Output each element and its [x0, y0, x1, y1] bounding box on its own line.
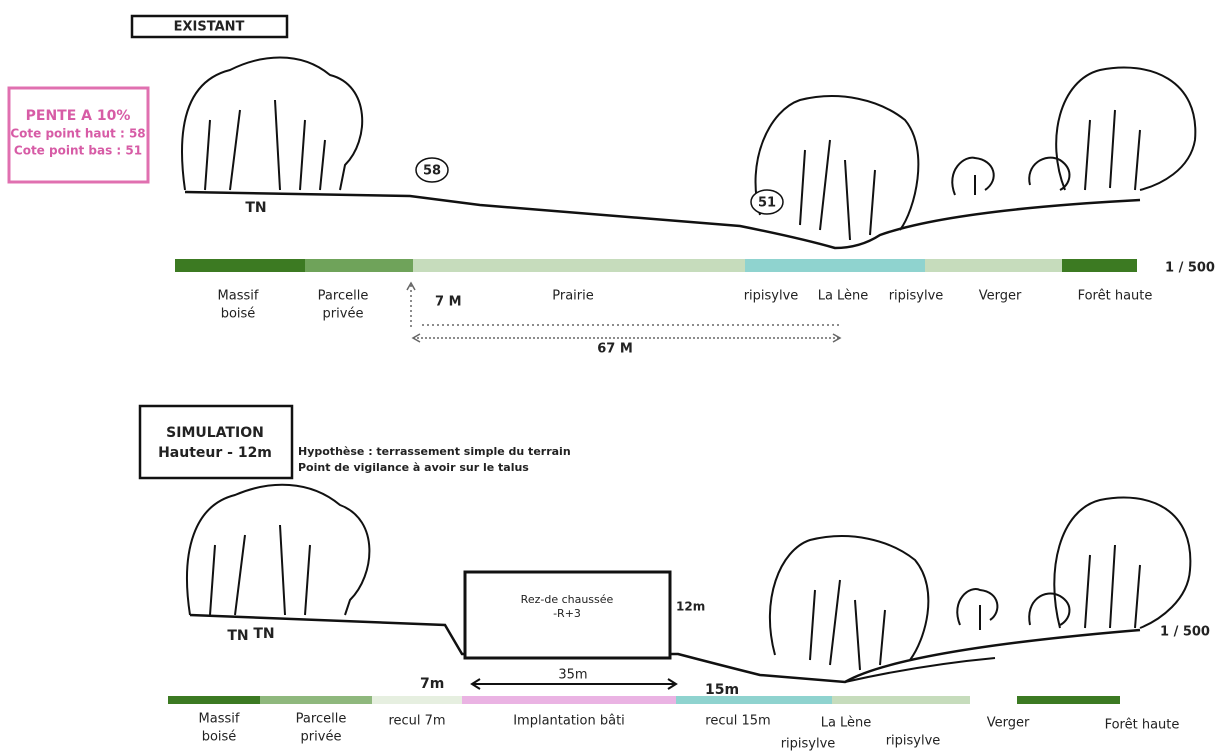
landuse-band [168, 696, 1120, 704]
slope-title: PENTE A 10% [26, 108, 131, 124]
band-label: Prairie [552, 289, 594, 304]
terrain-line [189, 613, 1141, 684]
landuse-band [175, 259, 1137, 272]
band-label: recul 15m [705, 714, 770, 729]
dimensions [470, 678, 678, 690]
band-label: Massif [218, 289, 259, 304]
slope-low: Cote point bas : 51 [14, 144, 142, 158]
band-labels: Massif boisé Parcelle privée recul 7m Implant… [199, 712, 1180, 751]
slope-box [7, 86, 150, 184]
tn-label: TN [227, 628, 248, 644]
band-label: Verger [979, 289, 1022, 304]
band-label: La Lène [818, 289, 869, 304]
section-title: SIMULATION [166, 425, 264, 441]
marker-circle [415, 157, 449, 183]
band-label: boisé [202, 730, 237, 745]
band-label: Massif [199, 712, 240, 727]
scale: 1 / 500 [1165, 261, 1215, 276]
band-label: privée [301, 730, 342, 745]
slope-high: Cote point haut : 58 [10, 127, 145, 141]
dim-label: 7m [420, 676, 444, 692]
length-dim: 67 M [597, 342, 633, 357]
marker-high: 58 [423, 164, 441, 179]
trees [181, 56, 1197, 241]
trees [186, 483, 1192, 671]
band-label: Parcelle [296, 712, 347, 727]
band-label: Parcelle [318, 289, 369, 304]
title-box [130, 14, 289, 39]
band-label: privée [323, 307, 364, 322]
section-subtitle: Hauteur - 12m [158, 445, 272, 461]
building-label: -R+3 [553, 607, 581, 620]
band-label: ripisylve [781, 737, 836, 751]
band-labels: Massif boisé Parcelle privée Prairie ripisylv… [218, 289, 1153, 322]
note: Hypothèse : terrassement simple du terra… [298, 445, 571, 458]
dimensions [406, 281, 842, 343]
band-label: Implantation bâti [513, 714, 625, 729]
terrain-line [844, 657, 996, 683]
dim-label: 35m [558, 668, 587, 683]
dim-label: 15m [705, 682, 739, 698]
band-label: ripisylve [744, 289, 799, 304]
band-label: ripisylve [889, 289, 944, 304]
tn-label: TN [253, 626, 274, 642]
band-label: Verger [987, 716, 1030, 731]
marker-circle [750, 189, 784, 215]
band-label: La Lène [821, 716, 872, 731]
band-label: recul 7m [388, 714, 445, 729]
scale: 1 / 500 [1160, 625, 1210, 640]
building [463, 570, 672, 660]
building-label: Rez-de chaussée [521, 593, 614, 606]
building-height: 12m [676, 600, 705, 614]
band-label: Forêt haute [1105, 718, 1180, 733]
tn-label: TN [245, 200, 266, 216]
terrain-line [184, 190, 1141, 250]
title-box [138, 404, 294, 480]
band-label: boisé [221, 307, 256, 322]
band-label: Forêt haute [1078, 289, 1153, 304]
height-dim: 7 M [435, 295, 462, 310]
section-title: EXISTANT [174, 20, 245, 35]
band-label: ripisylve [886, 734, 941, 749]
marker-low: 51 [758, 196, 776, 211]
note: Point de vigilance à avoir sur le talus [298, 461, 529, 474]
